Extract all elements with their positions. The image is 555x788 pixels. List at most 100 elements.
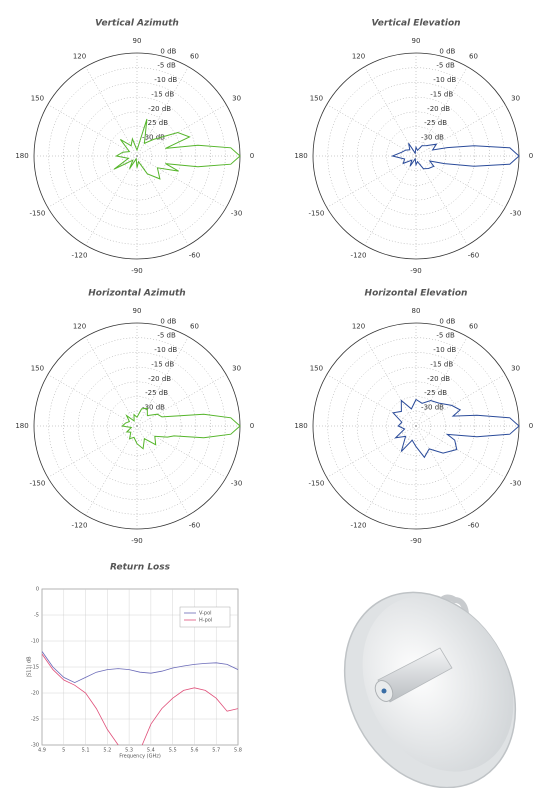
theta-tick-label: 120 [73,322,86,330]
pattern-line [390,143,520,170]
theta-tick-label: -90 [131,267,142,275]
grid-spoke [364,336,417,427]
grid-spoke [136,66,189,157]
r-tick-label: -10 dB [154,76,177,84]
r-tick-label: -25 dB [145,119,168,127]
r-tick-label: -5 dB [157,62,176,70]
theta-tick-label: 0 [529,422,533,430]
series-line [42,651,238,684]
r-tick-label: -5 dB [436,332,455,340]
theta-tick-label: 120 [73,52,86,60]
x-tick-label: 5.8 [234,748,242,754]
legend-label: H-pol [199,618,212,624]
grid-ring [107,396,167,456]
grid-spoke [47,425,138,478]
grid-spoke [415,155,506,208]
r-tick-label: -5 dB [436,62,455,70]
grid-ring [356,366,476,486]
chart-title: Vertical Azimuth [95,19,179,29]
x-tick-label: 5.7 [212,748,220,754]
x-tick-label: 5.4 [147,748,155,754]
r-tick-label: -20 dB [427,105,450,113]
y-tick-label: 0 [36,587,39,593]
theta-tick-label: -150 [308,480,324,488]
theta-tick-label: -60 [189,252,200,260]
grid-ring [356,96,476,216]
grid-spoke [326,425,417,478]
grid-spoke [326,374,417,427]
r-tick-label: -10 dB [154,346,177,354]
r-tick-label: -25 dB [145,389,168,397]
theta-tick-label: -150 [29,210,45,218]
theta-tick-label: -150 [29,480,45,488]
r-tick-label: -30 dB [142,404,165,412]
chart-title: Horizontal Azimuth [88,289,185,299]
grid-spoke [364,155,417,246]
theta-tick-label: 150 [31,95,44,103]
theta-tick-label: 60 [469,322,478,330]
theta-tick-label: 150 [310,95,323,103]
theta-tick-label: 30 [511,365,520,373]
r-tick-label: -30 dB [142,134,165,142]
grid-spoke [326,104,417,157]
theta-tick-label: -120 [351,252,367,260]
grid-ring [371,381,461,471]
grid-ring [342,82,490,230]
grid-spoke [85,336,138,427]
theta-tick-label: 90 [412,37,421,45]
theta-tick-label: 0 [250,152,254,160]
grid-ring [386,396,446,456]
grid-ring [327,67,505,245]
theta-tick-label: -60 [189,522,200,530]
y-tick-label: -20 [31,691,39,697]
r-tick-label: -15 dB [151,90,174,98]
r-tick-label: -30 dB [421,404,444,412]
grid-ring [401,141,431,171]
theta-tick-label: 120 [352,52,365,60]
legend-label: V-pol [199,611,212,617]
legend-box [179,606,231,628]
r-tick-label: -5 dB [157,332,176,340]
grid-ring [327,337,505,515]
grid-spoke [136,155,189,246]
y-tick-label: -25 [31,717,39,723]
grid-spoke [136,425,227,478]
theta-tick-label: 80 [412,307,421,315]
theta-tick-label: -60 [468,522,479,530]
theta-tick-label: 30 [232,95,241,103]
grid-spoke [85,155,138,246]
r-tick-label: -30 dB [421,134,444,142]
grid-spoke [136,425,189,516]
grid-ring [342,352,490,500]
theta-tick-label: 0 [250,422,254,430]
r-tick-label: 0 dB [160,47,176,55]
grid-spoke [364,425,417,516]
grid-spoke [136,104,227,157]
r-tick-label: 0 dB [160,317,176,325]
grid-ring [386,126,446,186]
theta-tick-label: -120 [351,522,367,530]
x-tick-label: 5.1 [82,748,90,754]
grid-ring [107,126,167,186]
grid-spoke [326,155,417,208]
theta-tick-label: 60 [469,52,478,60]
x-tick-label: 5.2 [103,748,111,754]
theta-tick-label: -90 [131,537,142,545]
theta-tick-label: 120 [352,322,365,330]
y-tick-label: -5 [34,613,39,619]
r-tick-label: -20 dB [148,105,171,113]
r-tick-label: -15 dB [151,360,174,368]
theta-tick-label: 180 [15,422,28,430]
grid-spoke [415,425,468,516]
grid-spoke [415,104,506,157]
y-axis-label: |S11| dB [27,656,33,678]
grid-spoke [47,104,138,157]
r-tick-label: -20 dB [427,375,450,383]
pattern-line [392,398,520,459]
x-tick-label: 4.9 [38,748,46,754]
grid-ring [48,67,226,245]
r-tick-label: 0 dB [439,47,455,55]
grid-spoke [85,66,138,157]
series-line [42,653,238,745]
